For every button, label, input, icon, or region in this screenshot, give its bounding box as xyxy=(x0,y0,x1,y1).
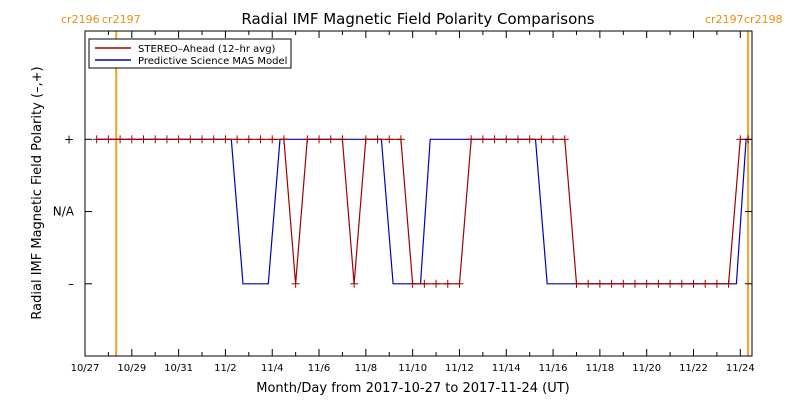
legend-label-stereo: STEREO–Ahead (12–hr avg) xyxy=(138,44,276,55)
series-0-point-50 xyxy=(677,279,686,288)
series-0-point-7 xyxy=(174,135,183,144)
series-0-point-32 xyxy=(467,135,476,144)
legend: STEREO–Ahead (12–hr avg) Predictive Scie… xyxy=(88,38,292,69)
legend-label-mas: Predictive Science MAS Model xyxy=(138,56,287,67)
x-tick-label-14: 11/24 xyxy=(726,363,755,374)
y-axis-label: Radial IMF Magnetic Field Polarity (–,+) xyxy=(30,66,45,319)
y-level-label-1: N/A xyxy=(53,205,75,219)
carrington-label-left-start: cr2196 xyxy=(61,13,100,26)
series-0-point-15 xyxy=(268,135,277,144)
x-tick-label-0: 10/27 xyxy=(71,363,100,374)
series-0-point-23 xyxy=(361,135,370,144)
series-0-point-53 xyxy=(712,279,721,288)
x-tick-label-3: 11/2 xyxy=(214,363,236,374)
series-0-point-11 xyxy=(221,135,230,144)
chart-title: Radial IMF Magnetic Field Polarity Compa… xyxy=(241,10,594,28)
series-0-point-16 xyxy=(279,135,288,144)
x-tick-label-6: 11/8 xyxy=(355,363,377,374)
series-0-point-6 xyxy=(162,135,171,144)
series-0-point-36 xyxy=(513,135,522,144)
series-0-point-13 xyxy=(244,135,253,144)
series-0-point-48 xyxy=(654,279,663,288)
series-0-point-27 xyxy=(408,279,417,288)
x-tick-label-12: 11/20 xyxy=(632,363,661,374)
x-axis-ticks: 10/27 10/29 10/31 11/2 11/4 11/6 11/8 11/10 11/1… xyxy=(71,31,755,374)
series-0-point-33 xyxy=(478,135,487,144)
series-0-point-52 xyxy=(701,279,710,288)
x-tick-label-10: 11/16 xyxy=(539,363,568,374)
x-tick-label-2: 10/31 xyxy=(164,363,193,374)
series-0-point-43 xyxy=(595,279,604,288)
series-0-point-40 xyxy=(560,135,569,144)
series-0-point-51 xyxy=(689,279,698,288)
plot-frame xyxy=(84,30,753,357)
series-0-point-41 xyxy=(572,279,581,288)
series-0-point-46 xyxy=(630,279,639,288)
series-0-point-17 xyxy=(291,279,300,288)
series-0-point-38 xyxy=(537,135,546,144)
series-0-point-44 xyxy=(607,279,616,288)
series-0-point-12 xyxy=(233,135,242,144)
series-0-point-55 xyxy=(736,135,745,144)
series-0-point-29 xyxy=(432,279,441,288)
carrington-label-right-start: cr2197 xyxy=(705,13,744,26)
x-tick-label-13: 11/22 xyxy=(679,363,708,374)
series-0-point-31 xyxy=(455,279,464,288)
series-0-point-21 xyxy=(338,135,347,144)
series-0-point-8 xyxy=(186,135,195,144)
y-level-label-2: – xyxy=(68,277,74,291)
series-0-point-9 xyxy=(198,135,207,144)
series-0-point-10 xyxy=(209,135,218,144)
series-0-point-45 xyxy=(619,279,628,288)
series-0-point-25 xyxy=(385,135,394,144)
carrington-label-right-end: cr2198 xyxy=(744,13,783,26)
series-0-point-14 xyxy=(256,135,265,144)
series-0-point-49 xyxy=(666,279,675,288)
series-0-point-4 xyxy=(139,135,148,144)
series-0-point-1 xyxy=(104,135,113,144)
y-level-label-0: + xyxy=(64,132,74,146)
series-0-point-54 xyxy=(724,279,733,288)
x-axis-label: Month/Day from 2017-10-27 to 2017-11-24 … xyxy=(256,381,569,396)
series-0-point-19 xyxy=(315,135,324,144)
series-0-point-18 xyxy=(303,135,312,144)
series-0-point-37 xyxy=(525,135,534,144)
series-0-point-28 xyxy=(420,279,429,288)
series-0-point-2 xyxy=(116,135,125,144)
x-tick-label-8: 11/12 xyxy=(445,363,474,374)
series-0-point-30 xyxy=(443,279,452,288)
series-0-point-47 xyxy=(642,279,651,288)
series-0-point-3 xyxy=(127,135,136,144)
x-tick-label-9: 11/14 xyxy=(492,363,521,374)
series-0-point-24 xyxy=(373,135,382,144)
series-0-point-26 xyxy=(396,135,405,144)
series-0-point-0 xyxy=(92,135,101,144)
series-0-point-5 xyxy=(151,135,160,144)
series-0-point-39 xyxy=(549,135,558,144)
x-tick-label-5: 11/6 xyxy=(308,363,330,374)
series-0-point-20 xyxy=(326,135,335,144)
carrington-rotation-lines xyxy=(115,31,750,356)
x-tick-label-7: 11/10 xyxy=(398,363,427,374)
series-0-point-42 xyxy=(584,279,593,288)
series-0-point-35 xyxy=(502,135,511,144)
series-0-point-34 xyxy=(490,135,499,144)
carrington-label-left-end: cr2197 xyxy=(102,13,141,26)
series-0-point-22 xyxy=(350,279,359,288)
x-tick-label-11: 11/18 xyxy=(585,363,614,374)
y-axis-ticks: + N/A – xyxy=(53,132,752,291)
x-tick-label-1: 10/29 xyxy=(117,363,146,374)
legend-box xyxy=(88,38,292,69)
x-tick-label-4: 11/4 xyxy=(261,363,283,374)
